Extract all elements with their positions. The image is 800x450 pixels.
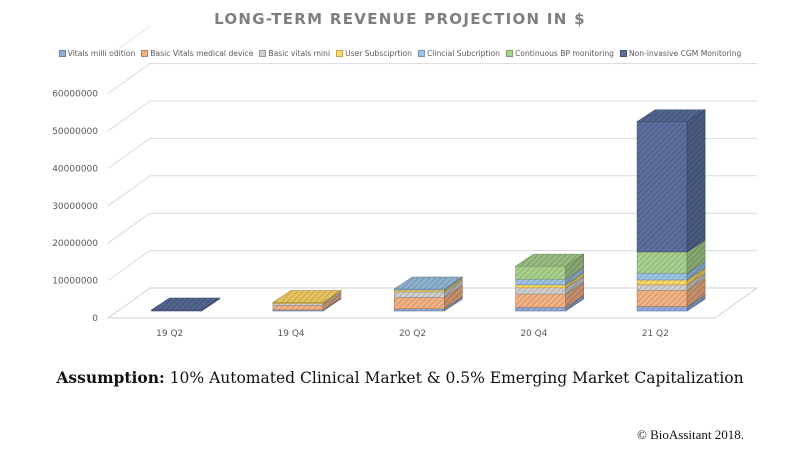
assumption-text: 10% Automated Clinical Market & 0.5% Eme… [164,369,744,387]
gridline-diagonal [107,63,151,95]
legend-item: Continuous BP monitoring [506,49,614,58]
bar-segment-front [636,279,688,286]
bar-segment-front [515,278,567,286]
bar-stack [150,297,221,312]
bar-segment-front [515,284,567,289]
y-tick-label: 40000000 [52,164,98,174]
legend-swatch [141,50,149,57]
bar-segment-front [636,290,688,307]
gridline-diagonal [107,175,151,207]
bars [150,109,707,312]
bar-segment-top [393,276,464,290]
bar-stack [393,276,464,312]
x-tick-label: 19 Q2 [156,329,183,339]
y-tick-label: 50000000 [52,127,98,137]
bar-segment-front [636,251,688,274]
bar-stack [271,289,342,312]
bar-segment-front [393,291,445,298]
bar-segment-front [515,265,567,280]
chart-floor [106,287,759,319]
legend-label: Non-invasive CGM Monitoring [628,49,742,58]
chart-legend: Vitals milli edition Basic Vitals medical… [0,49,800,58]
y-tick-label: 10000000 [52,277,98,287]
legend-label: Basic vitals mini [268,49,331,58]
bar-segment-front [393,308,445,312]
bar-segment-front [636,272,688,281]
legend-swatch [336,50,344,57]
bar-segment-front [636,306,688,312]
copyright-text: © BioAssitant 2018. [637,427,745,442]
legend-item: Basic Vitals medical device [141,49,253,58]
y-tick-label: 0 [92,314,98,324]
bar-segment-front [515,287,567,295]
bar-segment-top [150,297,221,311]
gridline-diagonal [107,100,151,132]
chart-title: LONG-TERM REVENUE PROJECTION IN $ [214,10,586,28]
legend-item: Clincial Subcription [417,49,500,58]
bar-stack [636,109,707,312]
legend-item: Non-invasive CGM Monitoring [619,49,742,58]
x-axis: 19 Q2 19 Q4 20 Q2 20 Q4 21 Q2 [156,329,669,339]
gridline-diagonal [107,250,151,282]
bar-segment-front [515,293,567,308]
gridline-diagonal [107,25,151,57]
legend-label: Vitals milli edition [67,49,136,58]
y-tick-label: 60000000 [52,90,98,100]
legend-swatch [506,50,513,57]
legend-label: Clincial Subcription [426,49,500,58]
legend-swatch [619,50,627,57]
x-tick-label: 19 Q4 [278,329,305,339]
legend-label: Continuous BP monitoring [515,49,614,58]
y-tick-label: 20000000 [52,239,98,249]
bar-segment-front [393,297,445,310]
legend-item: Vitals milli edition [58,49,136,58]
y-tick-label: 30000000 [52,202,98,212]
x-tick-label: 20 Q2 [399,329,426,339]
legend-swatch [58,50,66,57]
bar-segment-top [636,109,707,123]
bar-segment-front [272,305,324,311]
y-axis: 0 10000000 20000000 30000000 40000000 5000000… [52,90,98,324]
gridline-diagonal [107,137,151,169]
x-tick-label: 20 Q4 [520,329,547,339]
legend-item: Basic vitals mini [259,49,330,58]
bar-segment-side [686,109,706,253]
legend-item: User Subsciprtion [336,49,412,58]
legend-swatch [259,50,267,57]
floor [106,287,759,319]
bar-segment-top [271,290,342,303]
assumption-note: Assumption: 10% Automated Clinical Marke… [0,368,800,387]
bar-segment-front [515,306,567,312]
gridline-diagonal [107,212,151,244]
bar-segment-front [636,121,688,253]
assumption-label: Assumption: [56,368,165,387]
x-tick-label: 21 Q2 [642,329,669,339]
legend-label: Basic Vitals medical device [150,49,254,58]
bar-segment-top [514,253,585,267]
bar-segment-front [636,284,688,291]
legend-label: User Subsciprtion [345,49,412,58]
bar-stack [514,253,585,312]
legend-swatch [417,50,425,57]
